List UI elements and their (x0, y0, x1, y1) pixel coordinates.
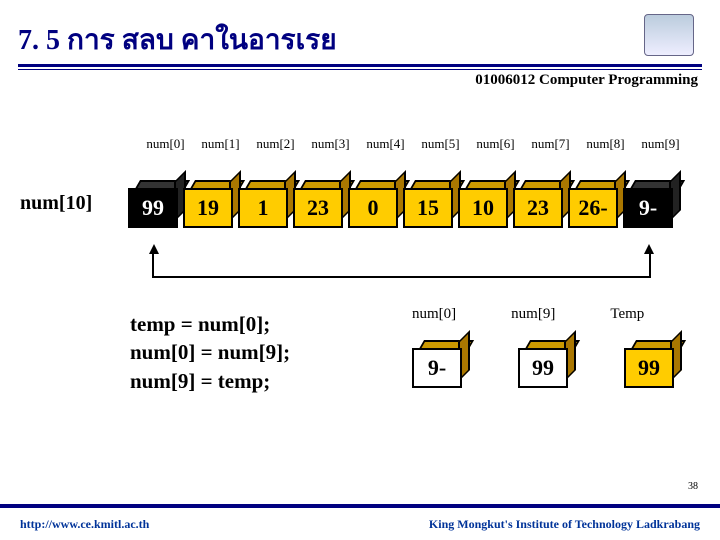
swap-cell-0: 9- (412, 340, 466, 384)
swap-labels: num[0] num[9] Temp (412, 306, 644, 323)
header-rule-thin (18, 69, 702, 70)
idx-label: num[9] (633, 136, 688, 152)
code-line-2: num[0] = num[9]; (130, 338, 290, 366)
cell-6: 10 (458, 180, 512, 224)
kmitl-logo (644, 14, 694, 56)
arrow-left (149, 244, 159, 254)
idx-label: num[5] (413, 136, 468, 152)
swap-cell-temp: 99 (624, 340, 678, 384)
idx-label: num[0] (138, 136, 193, 152)
idx-label: num[8] (578, 136, 633, 152)
idx-label: num[3] (303, 136, 358, 152)
footer-institution: King Mongkut's Institute of Technology L… (429, 517, 700, 532)
swap-cell-9: 99 (518, 340, 572, 384)
idx-label: num[7] (523, 136, 578, 152)
array-name: num[10] (20, 192, 92, 215)
swap-label-temp: Temp (610, 306, 644, 323)
idx-label: num[6] (468, 136, 523, 152)
idx-label: num[2] (248, 136, 303, 152)
page-number: 38 (688, 481, 698, 492)
swap-label-0: num[0] (412, 306, 456, 323)
cell-0: 99 (128, 180, 182, 224)
cell-2: 1 (238, 180, 292, 224)
cell-4: 0 (348, 180, 402, 224)
idx-label: num[1] (193, 136, 248, 152)
arrow-right (644, 244, 654, 254)
cell-8: 26- (568, 180, 622, 224)
course-code: 01006012 Computer Programming (475, 72, 698, 89)
header: 7. 5 การ สลบ คาในอารเรย (18, 18, 702, 73)
swap-connector (152, 254, 651, 278)
idx-label: num[4] (358, 136, 413, 152)
array-cells: 99 19 1 23 0 15 10 23 26- 9- (128, 180, 677, 224)
slide-title: 7. 5 การ สลบ คาในอารเรย (18, 18, 337, 62)
cell-3: 23 (293, 180, 347, 224)
cell-7: 23 (513, 180, 567, 224)
cell-5: 15 (403, 180, 457, 224)
swap-cells: 9- 99 99 (412, 340, 678, 384)
code-block: temp = num[0]; num[0] = num[9]; num[9] =… (130, 310, 290, 395)
swap-label-1: num[9] (511, 306, 555, 323)
header-rule-thick (18, 64, 702, 67)
code-line-3: num[9] = temp; (130, 367, 290, 395)
cell-9: 9- (623, 180, 677, 224)
cell-1: 19 (183, 180, 237, 224)
index-labels: num[0] num[1] num[2] num[3] num[4] num[5… (138, 136, 720, 152)
footer-url: http://www.ce.kmitl.ac.th (20, 517, 149, 532)
code-line-1: temp = num[0]; (130, 310, 290, 338)
